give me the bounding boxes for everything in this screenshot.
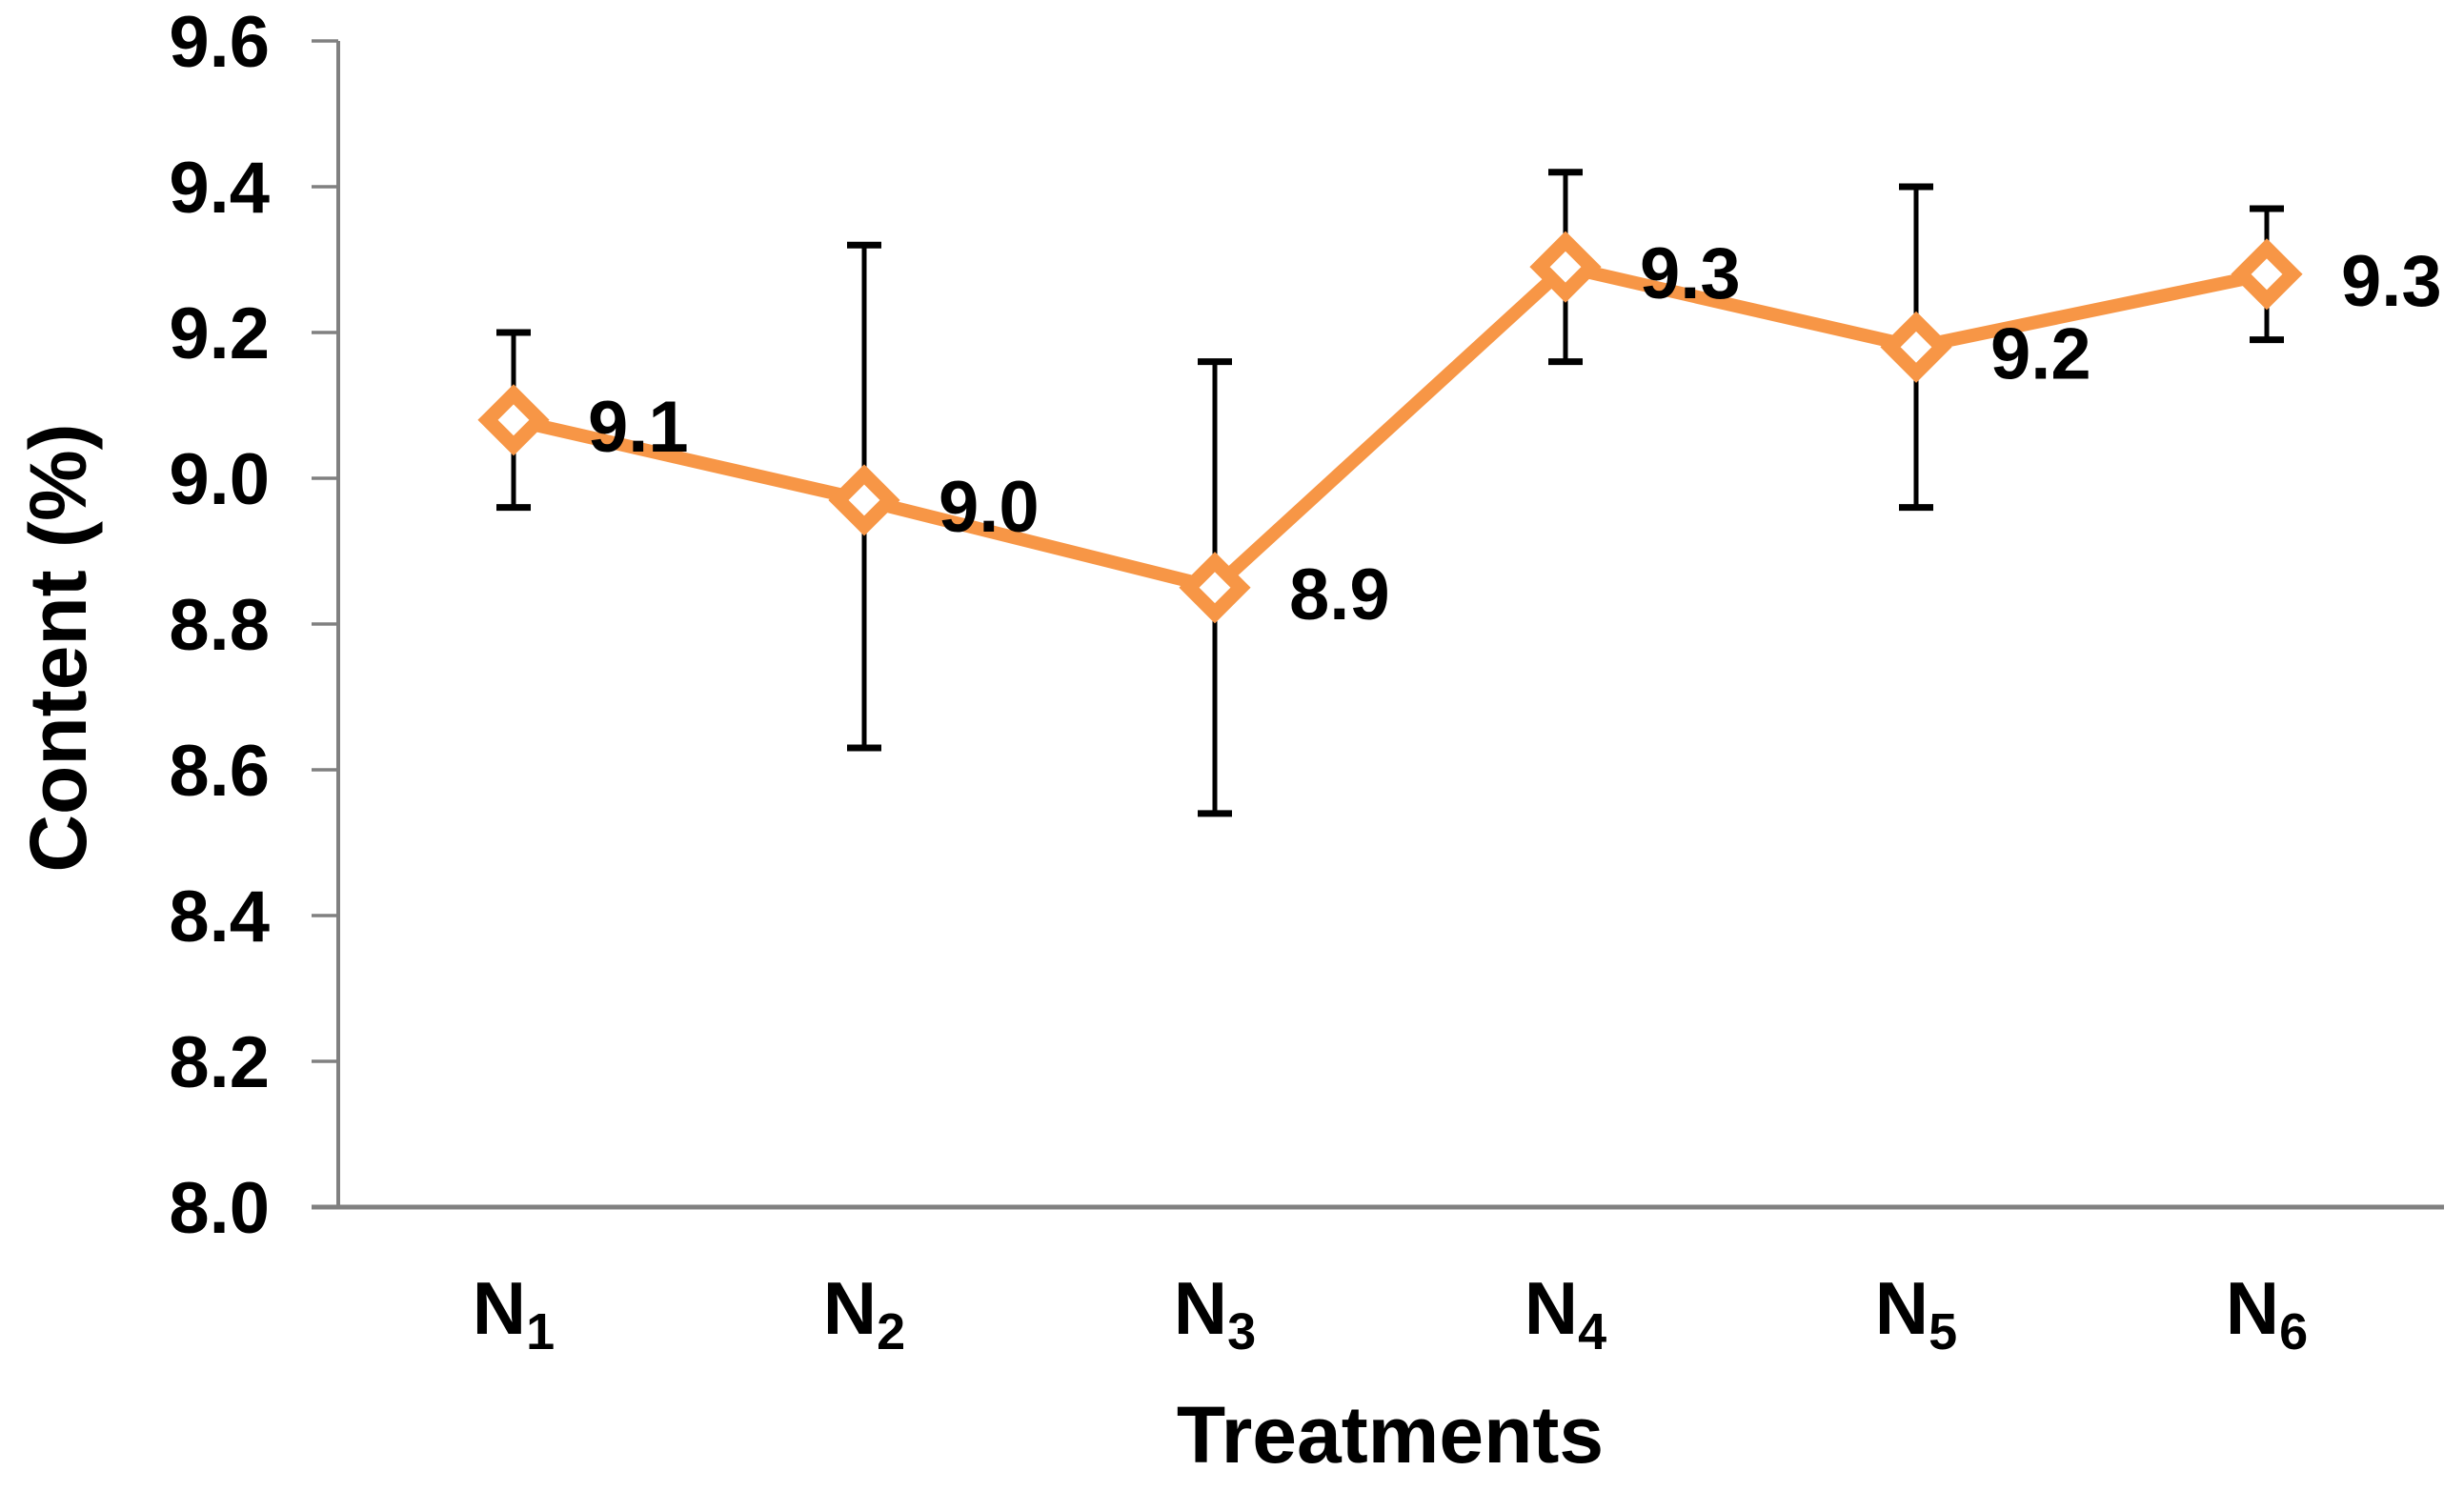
data-label: 9.3	[2341, 241, 2442, 322]
y-tick-label: 9.4	[169, 148, 270, 229]
data-label: 9.2	[1990, 313, 2091, 394]
y-tick-label: 8.2	[169, 1022, 270, 1103]
y-axis-title: Content (%)	[13, 423, 103, 872]
diamond-marker	[828, 464, 900, 536]
data-label: 8.9	[1289, 554, 1390, 635]
x-category-label: N2	[823, 1266, 905, 1360]
data-label: 9.3	[1640, 233, 1741, 314]
data-label: 9.1	[588, 387, 689, 468]
y-tick-label: 8.6	[169, 731, 270, 812]
data-label: 9.0	[939, 467, 1040, 548]
x-axis-title: Treatments	[1177, 1390, 1604, 1480]
diamond-marker	[2231, 238, 2303, 311]
x-category-label: N4	[1525, 1266, 1606, 1360]
y-tick-label: 8.0	[169, 1168, 270, 1249]
diamond-marker	[477, 384, 550, 456]
x-category-label: N1	[473, 1266, 555, 1360]
y-tick-label: 9.0	[169, 439, 270, 520]
y-tick-label: 8.4	[169, 876, 270, 957]
x-category-label: N3	[1174, 1266, 1256, 1360]
y-tick-label: 9.2	[169, 293, 270, 374]
diamond-marker	[1529, 231, 1602, 303]
x-category-label: N6	[2226, 1266, 2308, 1360]
diamond-marker	[1179, 552, 1251, 624]
diamond-marker	[1880, 311, 1952, 383]
y-tick-label: 9.6	[169, 2, 270, 83]
series-group: 9.1 9.0 8.9 9.3 9.2 9.3	[477, 169, 2442, 817]
category-axis-labels: N1 N2 N3 N4 N5 N6	[473, 1266, 2308, 1360]
series-line	[512, 259, 2269, 595]
x-category-label: N5	[1875, 1266, 1957, 1360]
y-tick-label: 8.8	[169, 585, 270, 666]
axes-group: 8.0 8.2 8.4 8.6 8.8 9.0 9.2 9.4 9.6	[169, 2, 2444, 1249]
